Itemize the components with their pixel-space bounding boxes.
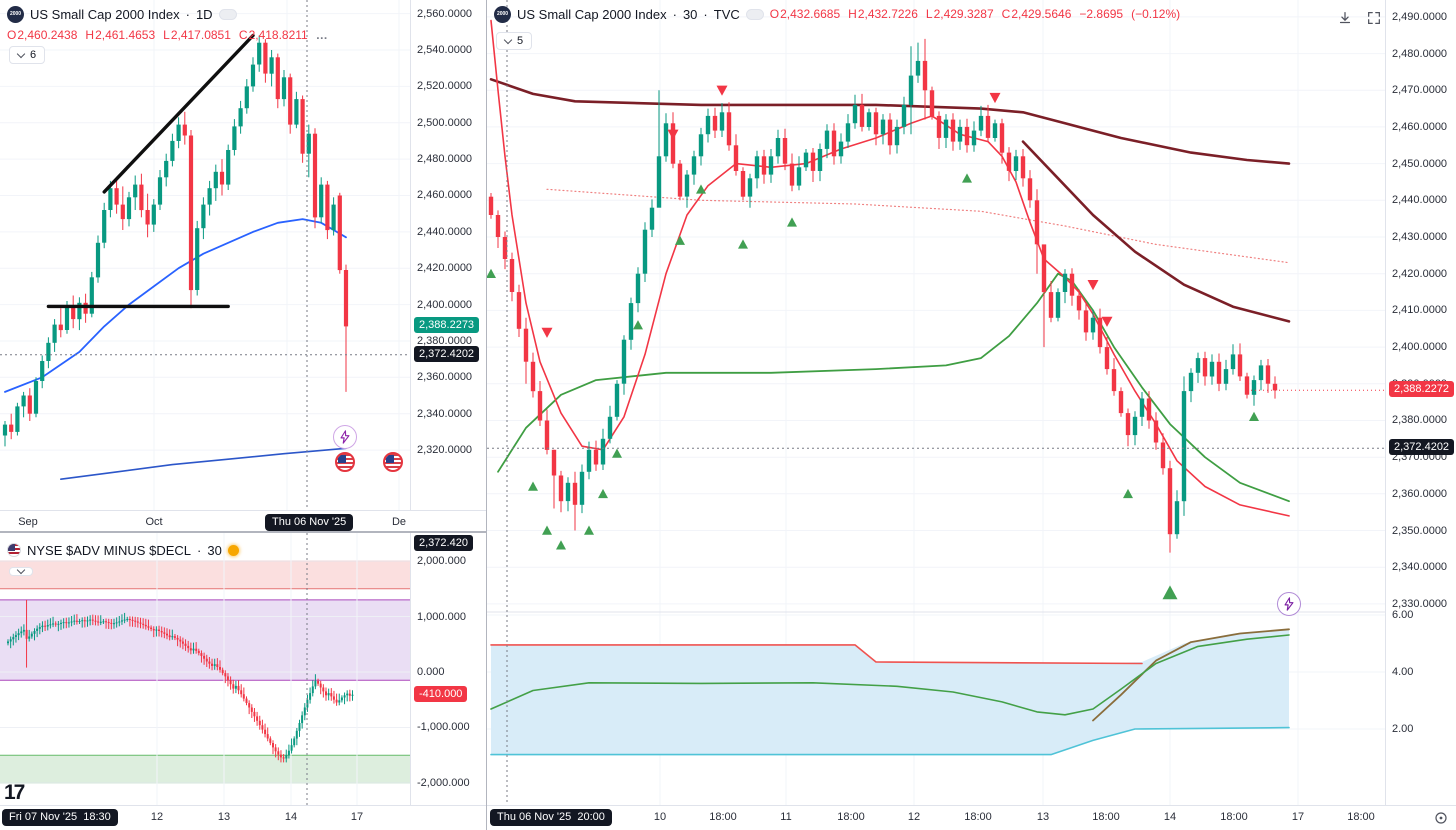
us-flag-marker-icon[interactable]	[335, 452, 355, 472]
time-axis-label: 11	[780, 811, 792, 823]
price-axis-label: 2.00	[1392, 723, 1414, 735]
price-axis-label: 2,340.0000	[1392, 561, 1448, 574]
price-axis-label: 2,000.000	[417, 555, 466, 568]
price-axis-label: 2,360.0000	[1392, 487, 1448, 500]
time-axis-label: Oct	[145, 516, 163, 528]
price-axis-label: 2,400.0000	[417, 298, 473, 311]
price-axis-label: -1,000.000	[417, 721, 470, 734]
price-axis-label: 2,360.0000	[417, 371, 473, 384]
adv-decl-time-axis[interactable]: Fri 07 Nov '25 18:30 12 13 14 17	[0, 805, 486, 830]
price-axis-label: 2,350.0000	[1392, 524, 1448, 537]
time-axis-label: 12	[150, 811, 164, 823]
price-axis-label: 2,420.0000	[417, 262, 473, 275]
intraday-chart-canvas[interactable]	[487, 0, 1385, 805]
intraday-chart-panel: 2000 US Small Cap 2000 Index · 30 · TVC …	[486, 0, 1456, 830]
price-axis-label: -2,000.000	[417, 776, 470, 789]
time-axis-label: 18:00	[964, 811, 992, 823]
time-axis-label: 14	[1163, 811, 1177, 823]
price-axis-label: 2,480.0000	[1392, 47, 1448, 60]
price-axis-label: 2,440.0000	[417, 225, 473, 238]
adv-decl-chart-canvas[interactable]	[0, 533, 410, 805]
price-axis-label: 2,400.0000	[1392, 341, 1448, 354]
price-axis-label: 2,450.0000	[1392, 157, 1448, 170]
time-axis-label: 13	[217, 811, 231, 823]
daily-price-axis[interactable]: 2,388.2273 2,372.4202 2,560.0000 2,540.00…	[410, 0, 486, 510]
time-axis-label: Sep	[18, 516, 38, 528]
indicators-collapse-button[interactable]	[9, 565, 33, 576]
linked-price-badge: 2,372.420	[414, 535, 473, 551]
price-axis-label: 2,330.0000	[1392, 597, 1448, 610]
indicators-collapse-button[interactable]: 5	[496, 32, 533, 50]
scale-target-icon[interactable]	[1433, 810, 1449, 829]
time-axis-label: De	[391, 516, 407, 528]
indicators-collapse-button[interactable]: 6	[9, 46, 46, 64]
time-axis-label: 17	[350, 811, 364, 823]
time-axis-label: 13	[1036, 811, 1050, 823]
time-axis-label: 18:00	[837, 811, 865, 823]
download-icon[interactable]	[1335, 8, 1355, 28]
time-axis-label: 18:00	[709, 811, 737, 823]
time-axis-label: 18:00	[1092, 811, 1120, 823]
price-axis-label: 2,480.0000	[417, 153, 473, 166]
lightning-icon[interactable]	[333, 425, 357, 449]
last-price-badge: 2,388.2273	[414, 317, 480, 333]
price-axis-label: 4.00	[1392, 666, 1414, 678]
fullscreen-icon[interactable]	[1364, 8, 1384, 28]
adv-decl-chart-panel: NYSE $ADV MINUS $DECL · 30 17 2,372.420 …	[0, 531, 486, 830]
chevron-down-icon	[503, 35, 513, 44]
daily-time-axis[interactable]: Thu 06 Nov '25 Sep Oct De	[0, 510, 486, 533]
indicator-count: 5	[517, 35, 524, 47]
price-axis-label: 1,000.000	[417, 610, 466, 623]
price-axis-label: 2,560.0000	[417, 7, 473, 20]
price-axis-label: 2,440.0000	[1392, 194, 1448, 207]
price-axis-label: 2,380.0000	[417, 334, 473, 347]
intraday-price-axis[interactable]: 2,388.2272 2,372.4202 2,490.0000 2,480.00…	[1385, 0, 1456, 805]
price-axis-label: 2,340.0000	[417, 407, 473, 420]
indicator-count: 6	[30, 49, 37, 61]
price-axis-label: 2,490.0000	[1392, 10, 1448, 23]
crosshair-price-badge: 2,372.4202	[1389, 439, 1455, 456]
price-axis-label: 2,460.0000	[417, 189, 473, 202]
us-flag-marker-icon[interactable]	[383, 452, 403, 472]
price-axis-label: 2,520.0000	[417, 80, 473, 93]
price-axis-label: 2,420.0000	[1392, 267, 1448, 280]
crosshair-time-badge: Thu 06 Nov '25	[265, 514, 354, 531]
price-axis-label: 2,540.0000	[417, 44, 473, 56]
lightning-icon[interactable]	[1277, 592, 1301, 616]
price-axis-label: 2,320.0000	[417, 444, 473, 457]
price-axis-label: 2,470.0000	[1392, 84, 1448, 97]
time-axis-label: 10	[653, 811, 667, 823]
time-axis-label: 18:00	[1220, 811, 1248, 823]
price-axis-label: 2,380.0000	[1392, 414, 1448, 427]
chevron-down-icon	[16, 49, 26, 58]
adv-decl-price-axis[interactable]: 2,372.420 -410.000 2,000.000 1,000.000 0.0…	[410, 533, 486, 805]
time-axis-label: 14	[284, 811, 298, 823]
price-axis-label: 0.000	[417, 666, 445, 678]
crosshair-price-badge: 2,372.4202	[414, 345, 480, 362]
crosshair-time-badge: Thu 06 Nov '25 20:00	[490, 809, 612, 826]
last-value-badge: -410.000	[414, 685, 468, 702]
price-axis-label: 2,410.0000	[1392, 304, 1448, 317]
daily-chart-panel: 2000 US Small Cap 2000 Index · 1D O 2,460…	[0, 0, 486, 533]
last-price-badge: 2,388.2272	[1389, 381, 1455, 398]
price-axis-label: 2,430.0000	[1392, 231, 1448, 244]
crosshair-time-badge: Fri 07 Nov '25 18:30	[2, 809, 118, 826]
time-axis-label: 17	[1291, 811, 1305, 823]
time-axis-label: 18:00	[1347, 811, 1375, 823]
chevron-down-icon	[16, 565, 26, 575]
price-axis-label: 2,460.0000	[1392, 120, 1448, 133]
tradingview-logo[interactable]: 17	[4, 781, 25, 804]
price-axis-label: 6.00	[1392, 609, 1414, 621]
time-axis-label: 12	[907, 811, 921, 823]
price-axis-label: 2,500.0000	[417, 116, 473, 129]
intraday-time-axis[interactable]: Thu 06 Nov '25 20:00 10 18:00 11 18:00 12 18:…	[487, 805, 1456, 830]
daily-chart-canvas[interactable]	[0, 0, 410, 510]
